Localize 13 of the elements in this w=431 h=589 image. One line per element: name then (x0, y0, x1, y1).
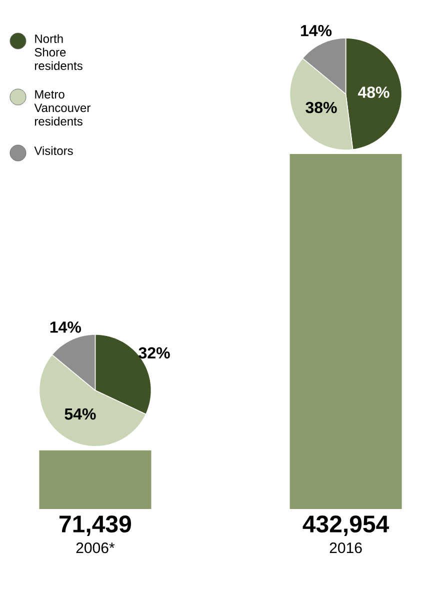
x-tick-label: 2016 (330, 542, 362, 554)
data-label: 14% (300, 25, 332, 36)
data-label: 432,954 (302, 516, 390, 536)
legend-label: Visitors (34, 146, 73, 156)
data-label: 32% (138, 347, 170, 359)
data-label: 71,439 (60, 516, 132, 536)
data-label: 14% (50, 321, 82, 333)
x-tick-label: 2006* (76, 542, 115, 554)
legend-label: Metro Vancouver residents (34, 90, 90, 126)
data-label: 38% (306, 102, 337, 114)
data-label: 54% (64, 408, 96, 420)
legend-label: North Shore residents (34, 34, 82, 70)
data-label: 48% (358, 86, 390, 98)
